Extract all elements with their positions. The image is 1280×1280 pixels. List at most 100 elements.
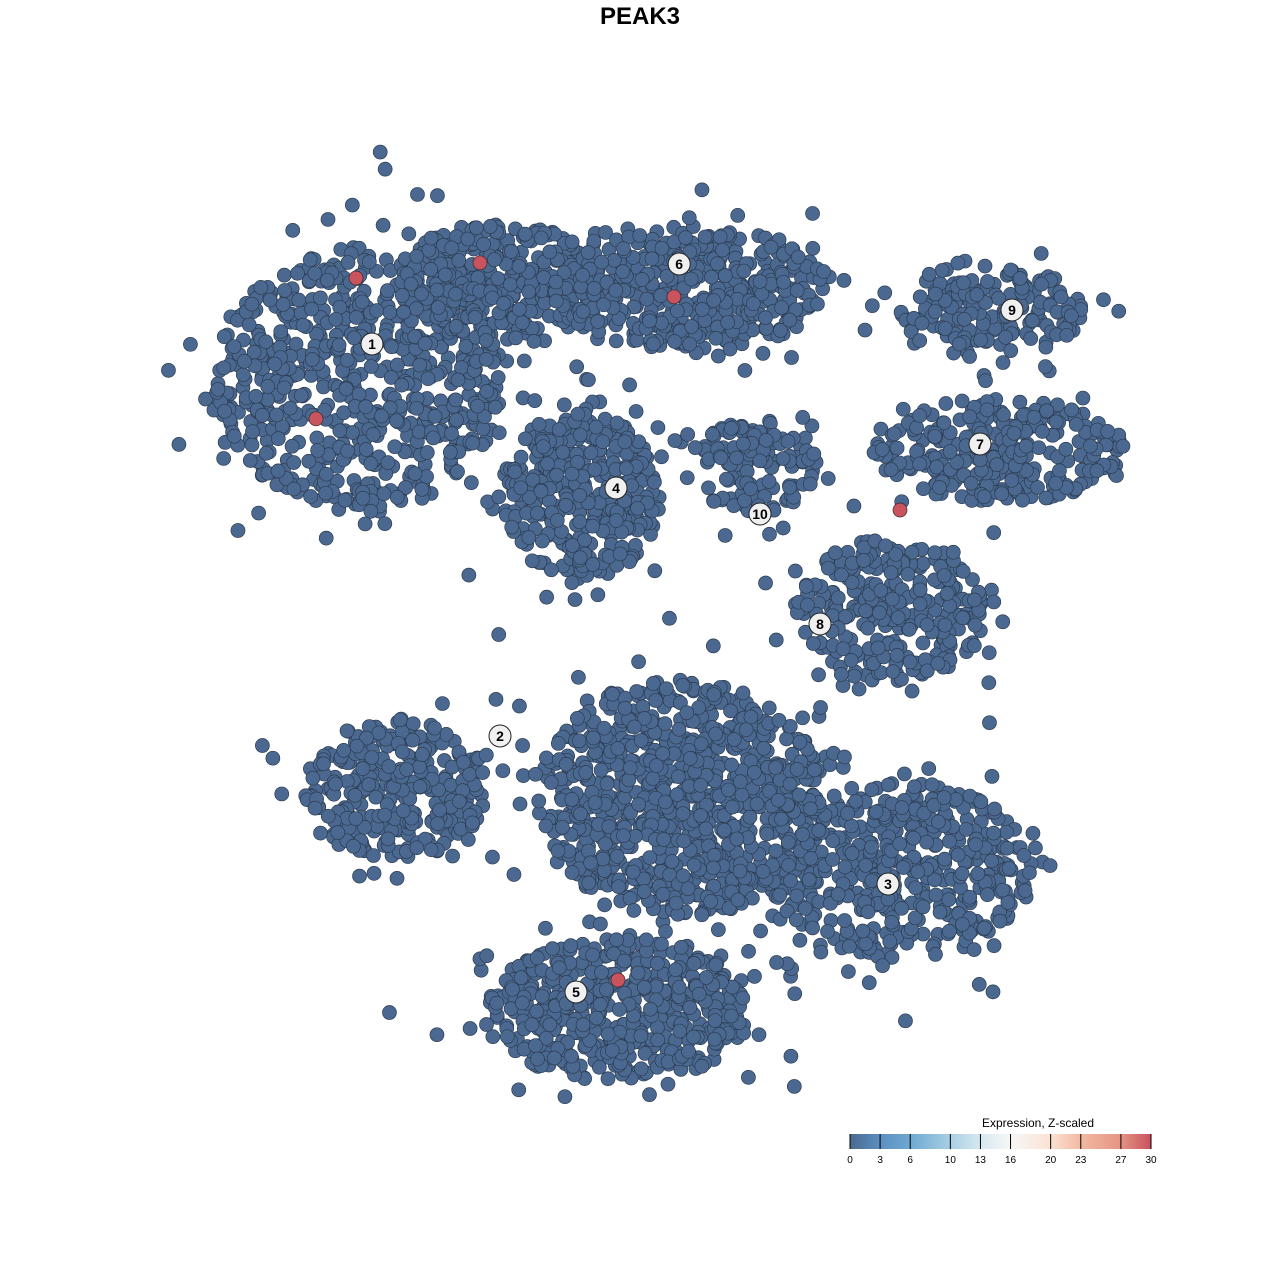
cell-point-cluster-10 bbox=[782, 479, 797, 495]
cell-point-cluster-10 bbox=[713, 450, 729, 466]
cell-point-cluster-6 bbox=[708, 330, 724, 346]
cell-point-cluster-2 bbox=[330, 825, 346, 840]
cell-point-cluster-1 bbox=[309, 430, 325, 446]
cell-point-cluster-3 bbox=[795, 827, 810, 842]
cell-point-cluster-1 bbox=[403, 276, 419, 292]
cell-point-cluster-8 bbox=[846, 668, 862, 684]
cell-point-cluster-3 bbox=[564, 792, 580, 807]
cell-point-cluster-7 bbox=[1015, 492, 1030, 508]
cell-point-cluster-3 bbox=[693, 808, 708, 823]
cell-point-cluster-1 bbox=[248, 388, 264, 404]
cell-point-cluster-3 bbox=[495, 763, 511, 779]
cell-point-cluster-8 bbox=[937, 617, 953, 633]
cell-point-cluster-5 bbox=[600, 1026, 616, 1042]
cell-point-cluster-1 bbox=[358, 399, 373, 415]
cell-point-cluster-3 bbox=[868, 804, 884, 820]
cell-point-cluster-1 bbox=[358, 442, 374, 457]
cell-point-cluster-2 bbox=[399, 762, 415, 777]
cell-point-cluster-5 bbox=[786, 1079, 802, 1094]
cell-point-cluster-3 bbox=[706, 860, 721, 876]
cell-point-cluster-5 bbox=[489, 995, 505, 1011]
cell-point-cluster-6 bbox=[683, 271, 699, 287]
cell-point-cluster-1 bbox=[384, 339, 399, 355]
cell-point-cluster-3 bbox=[569, 711, 585, 726]
cell-point-cluster-8 bbox=[871, 605, 887, 621]
cell-point-cluster-5 bbox=[505, 981, 520, 997]
cell-point-cluster-3 bbox=[676, 833, 692, 849]
cell-point-cluster-5 bbox=[547, 1050, 562, 1066]
cell-point-cluster-1 bbox=[301, 453, 317, 469]
cell-point-cluster-10 bbox=[701, 480, 716, 496]
cell-point-cluster-7 bbox=[795, 410, 811, 425]
cell-point-cluster-6 bbox=[717, 268, 733, 283]
cell-point-cluster-6 bbox=[682, 336, 698, 352]
cell-point-cluster-9 bbox=[1034, 276, 1049, 292]
chart-title: PEAK3 bbox=[599, 3, 681, 30]
cell-point-cluster-3 bbox=[675, 868, 691, 884]
cell-point-cluster-6 bbox=[877, 285, 893, 301]
cell-point-cluster-4 bbox=[618, 461, 634, 476]
cell-point-cluster-5 bbox=[609, 932, 624, 948]
cell-point-cluster-4 bbox=[461, 567, 477, 583]
cell-point-cluster-6 bbox=[737, 363, 753, 378]
cell-point-cluster-1 bbox=[414, 286, 429, 302]
cell-point-cluster-3 bbox=[611, 879, 626, 895]
cell-point-cluster-3 bbox=[884, 914, 899, 930]
cell-point-cluster-3 bbox=[864, 839, 879, 855]
cell-point-cluster-1 bbox=[226, 428, 242, 444]
cell-point-cluster-2 bbox=[377, 807, 392, 823]
cell-point-cluster-4 bbox=[539, 589, 554, 605]
cell-point-cluster-3 bbox=[910, 864, 926, 880]
cell-point-cluster-6 bbox=[706, 293, 721, 308]
cell-point-cluster-3 bbox=[805, 920, 820, 936]
cell-point-cluster-7 bbox=[802, 476, 818, 492]
cell-point-cluster-9 bbox=[912, 289, 928, 305]
cell-point-cluster-7 bbox=[962, 409, 978, 424]
cell-point-cluster-3 bbox=[742, 809, 758, 825]
cell-point-cluster-3 bbox=[840, 805, 855, 821]
cell-point-cluster-5 bbox=[594, 965, 609, 980]
cell-point-cluster-8 bbox=[885, 591, 900, 607]
cell-point-cluster-1 bbox=[183, 336, 198, 352]
cell-point-cluster-2 bbox=[348, 811, 364, 827]
cell-point-cluster-1 bbox=[235, 367, 251, 383]
cell-point-cluster-6 bbox=[615, 264, 631, 279]
cell-point-cluster-6 bbox=[594, 254, 609, 270]
cell-point-cluster-8 bbox=[890, 610, 906, 625]
cell-point-cluster-2 bbox=[364, 750, 380, 765]
cell-point-cluster-3 bbox=[571, 669, 586, 685]
cell-point-cluster-1 bbox=[363, 503, 379, 519]
cell-point-cluster-1 bbox=[407, 329, 423, 344]
cell-point-cluster-3 bbox=[693, 777, 708, 793]
cell-point-cluster-4 bbox=[508, 330, 524, 346]
cell-point-cluster-1 bbox=[394, 288, 410, 303]
cell-point-cluster-9 bbox=[914, 315, 930, 331]
cell-point-cluster-2 bbox=[405, 732, 420, 748]
cell-point-cluster-3 bbox=[783, 873, 798, 889]
cell-point-cluster-5 bbox=[741, 1069, 756, 1085]
cell-point-cluster-7 bbox=[989, 457, 1005, 472]
cell-point-cluster-3 bbox=[915, 899, 931, 915]
cell-point-cluster-6 bbox=[590, 314, 606, 329]
cell-point-cluster-1 bbox=[414, 481, 430, 497]
cell-point-cluster-6 bbox=[616, 241, 631, 256]
cell-point-cluster-1 bbox=[382, 305, 398, 320]
cell-point-cluster-3 bbox=[642, 850, 658, 865]
cell-point-cluster-6 bbox=[669, 303, 685, 319]
cell-point-cluster-10 bbox=[706, 494, 722, 509]
cell-point-cluster-1 bbox=[423, 262, 439, 277]
cell-point-cluster-3 bbox=[995, 882, 1011, 898]
cell-point-cluster-3 bbox=[844, 780, 860, 796]
cell-point-cluster-6 bbox=[608, 283, 624, 298]
cell-point-cluster-1 bbox=[262, 292, 278, 308]
cell-point-cluster-8 bbox=[800, 597, 815, 613]
cell-point-cluster-4 bbox=[587, 462, 603, 477]
cell-point-cluster-3 bbox=[789, 888, 805, 904]
cell-point-cluster-6 bbox=[712, 229, 728, 245]
cell-point-cluster-1 bbox=[460, 231, 476, 247]
cell-point-cluster-2 bbox=[346, 838, 361, 854]
cell-point-cluster-6 bbox=[437, 267, 453, 283]
cell-point-cluster-3 bbox=[735, 685, 751, 701]
cell-point-cluster-8 bbox=[835, 641, 851, 657]
cell-point-cluster-1 bbox=[282, 400, 298, 416]
